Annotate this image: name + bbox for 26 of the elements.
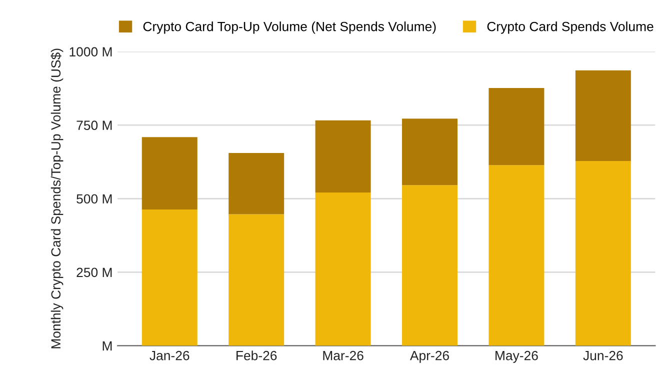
x-tick-label: Feb-26	[236, 350, 277, 360]
y-tick-label: 750 M	[76, 120, 112, 130]
legend-label: Crypto Card Top-Up Volume (Net Spends Volume)	[143, 22, 436, 34]
x-tick-label: Mar-26	[323, 350, 364, 360]
bar	[575, 70, 631, 161]
bar	[142, 137, 198, 210]
y-tick-label: 250 M	[76, 268, 112, 278]
x-tick-label: Jan-26	[150, 350, 190, 360]
y-axis-title: Monthly Crypto Card Spends/Top-Up Volume (US$)	[50, 48, 64, 348]
bar	[315, 120, 371, 192]
bar	[142, 210, 198, 346]
bar	[488, 165, 544, 346]
bar	[402, 118, 458, 186]
x-tick-label: Apr-26	[410, 350, 449, 363]
y-tick-label: 1000 M	[70, 47, 112, 56]
legend-label: Crypto Card Spends Volume	[487, 22, 654, 34]
x-tick-label: Jun-26	[583, 350, 623, 360]
y-tick-label: 500 M	[76, 194, 112, 204]
x-tick-label: May-26	[496, 350, 538, 363]
bar	[315, 192, 371, 346]
bar	[575, 160, 631, 346]
bar	[488, 88, 544, 166]
bar	[228, 153, 284, 214]
y-tick-label: M	[102, 341, 112, 350]
bar	[228, 214, 284, 346]
bar	[402, 185, 458, 346]
